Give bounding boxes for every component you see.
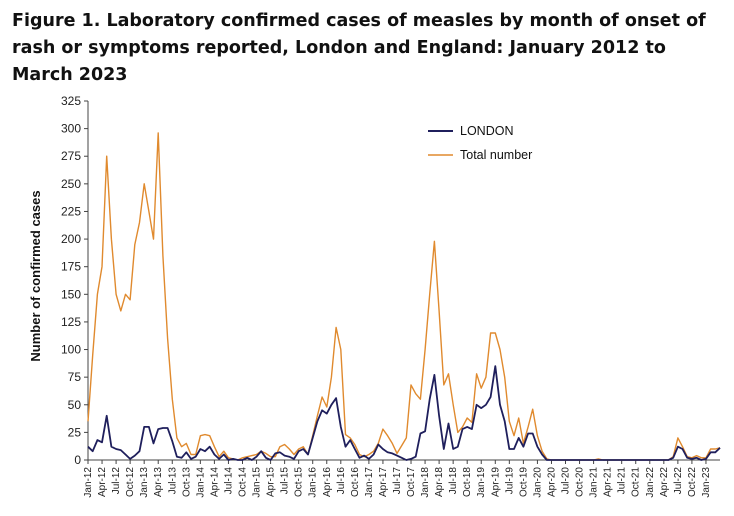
x-tick-label: Apr-18 [434, 467, 445, 497]
chart-legend: LONDON Total number [428, 124, 532, 162]
y-tick-label: 225 [61, 204, 81, 218]
x-tick-label: Oct-19 [518, 467, 529, 497]
y-axis-label: Number of confirmed cases [28, 190, 43, 361]
y-tick-label: 25 [68, 425, 82, 439]
x-tick-label: Apr-21 [603, 467, 614, 497]
y-tick-label: 275 [61, 149, 81, 163]
x-tick-label: Jul-16 [336, 467, 347, 495]
y-tick-label: 150 [61, 287, 81, 301]
x-tick-label: Apr-16 [322, 467, 333, 497]
series-line-london [87, 365, 721, 461]
chart-series [87, 132, 721, 461]
x-tick-label: Jan-23 [701, 467, 712, 498]
x-tick-label: Oct-14 [237, 467, 248, 497]
x-tick-label: Apr-20 [546, 467, 557, 497]
x-tick-label: Oct-20 [575, 467, 586, 497]
x-tick-label: Oct-12 [125, 467, 136, 497]
y-tick-label: 75 [68, 370, 82, 384]
x-tick-label: Jul-19 [504, 467, 515, 495]
x-tick-label: Jan-16 [308, 467, 319, 498]
x-tick-label: Jul-22 [673, 467, 684, 495]
x-tick-label: Oct-17 [406, 467, 417, 497]
y-axis-ticks: 0 25 50 75 100 125 150 175 200 225 250 275 300 325 [61, 94, 88, 467]
y-tick-label: 200 [61, 232, 81, 246]
x-tick-label: Jul-17 [392, 467, 403, 495]
x-tick-label: Apr-13 [153, 467, 164, 497]
x-tick-label: Apr-14 [209, 467, 220, 497]
y-tick-label: 250 [61, 177, 81, 191]
x-tick-label: Apr-17 [378, 467, 389, 497]
y-tick-label: 300 [61, 122, 81, 136]
x-tick-label: Oct-18 [462, 467, 473, 497]
x-tick-label: Jul-21 [617, 467, 628, 495]
x-tick-label: Jul-20 [561, 467, 572, 495]
series-line-total [87, 132, 721, 461]
x-tick-label: Apr-22 [659, 467, 670, 497]
x-tick-label: Oct-16 [350, 467, 361, 497]
x-tick-label: Jul-15 [280, 467, 291, 495]
chart-axes [87, 101, 720, 461]
y-tick-label: 125 [61, 315, 81, 329]
x-tick-label: Oct-22 [687, 467, 698, 497]
x-tick-label: Apr-19 [490, 467, 501, 497]
y-tick-label: 0 [74, 453, 81, 467]
x-tick-label: Jan-18 [420, 467, 431, 498]
y-tick-label: 50 [68, 398, 82, 412]
x-tick-label: Jan-15 [252, 467, 263, 498]
x-tick-label: Jan-20 [532, 467, 543, 498]
x-tick-label: Jan-12 [83, 467, 94, 498]
x-tick-label: Jan-22 [645, 467, 656, 498]
x-tick-label: Jan-21 [589, 467, 600, 498]
y-tick-label: 325 [61, 94, 81, 108]
y-tick-label: 175 [61, 260, 81, 274]
x-tick-label: Jan-19 [476, 467, 487, 498]
legend-label-london: LONDON [460, 124, 513, 138]
y-tick-label: 100 [61, 343, 81, 357]
x-tick-label: Oct-13 [181, 467, 192, 497]
x-tick-label: Jul-12 [111, 467, 122, 495]
x-tick-label: Apr-15 [266, 467, 277, 497]
x-tick-label: Oct-15 [294, 467, 305, 497]
x-tick-label: Jan-14 [195, 467, 206, 498]
x-tick-label: Jul-18 [448, 467, 459, 495]
x-tick-label: Jan-13 [139, 467, 150, 498]
x-axis-ticks: Jan-12 Apr-12 Jul-12 Oct-12 Jan-13 Apr-13 Jul-… [83, 460, 712, 498]
x-tick-label: Apr-12 [97, 467, 108, 497]
x-tick-label: Jan-17 [364, 467, 375, 498]
x-tick-label: Jul-13 [167, 467, 178, 495]
x-tick-label: Oct-21 [631, 467, 642, 497]
chart-title: Figure 1. Laboratory confirmed cases of … [12, 11, 706, 85]
legend-label-total: Total number [460, 148, 532, 162]
x-tick-label: Jul-14 [223, 467, 234, 495]
